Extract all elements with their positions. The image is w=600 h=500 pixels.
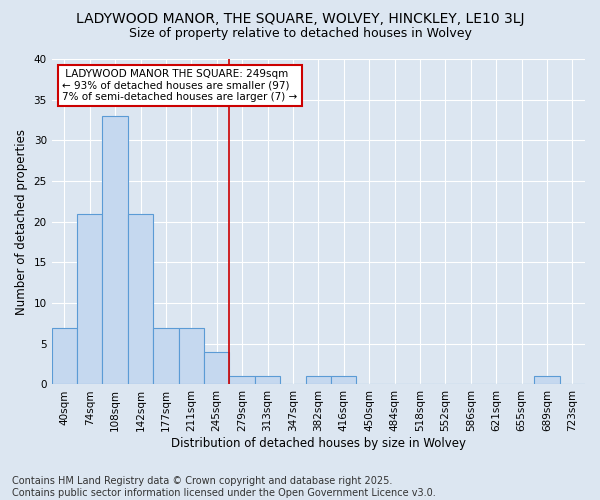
Bar [305, 376, 331, 384]
Bar [204, 352, 229, 384]
Text: Contains HM Land Registry data © Crown copyright and database right 2025.
Contai: Contains HM Land Registry data © Crown c… [12, 476, 436, 498]
Bar [331, 376, 356, 384]
Bar [103, 116, 128, 384]
Bar [255, 376, 280, 384]
Bar [534, 376, 560, 384]
Bar [128, 214, 153, 384]
Bar [77, 214, 103, 384]
Bar [153, 328, 179, 384]
Text: Size of property relative to detached houses in Wolvey: Size of property relative to detached ho… [128, 28, 472, 40]
Text: LADYWOOD MANOR, THE SQUARE, WOLVEY, HINCKLEY, LE10 3LJ: LADYWOOD MANOR, THE SQUARE, WOLVEY, HINC… [76, 12, 524, 26]
Bar [229, 376, 255, 384]
X-axis label: Distribution of detached houses by size in Wolvey: Distribution of detached houses by size … [171, 437, 466, 450]
Bar [52, 328, 77, 384]
Bar [179, 328, 204, 384]
Y-axis label: Number of detached properties: Number of detached properties [15, 128, 28, 314]
Text: LADYWOOD MANOR THE SQUARE: 249sqm
← 93% of detached houses are smaller (97)
7% o: LADYWOOD MANOR THE SQUARE: 249sqm ← 93% … [62, 69, 298, 102]
